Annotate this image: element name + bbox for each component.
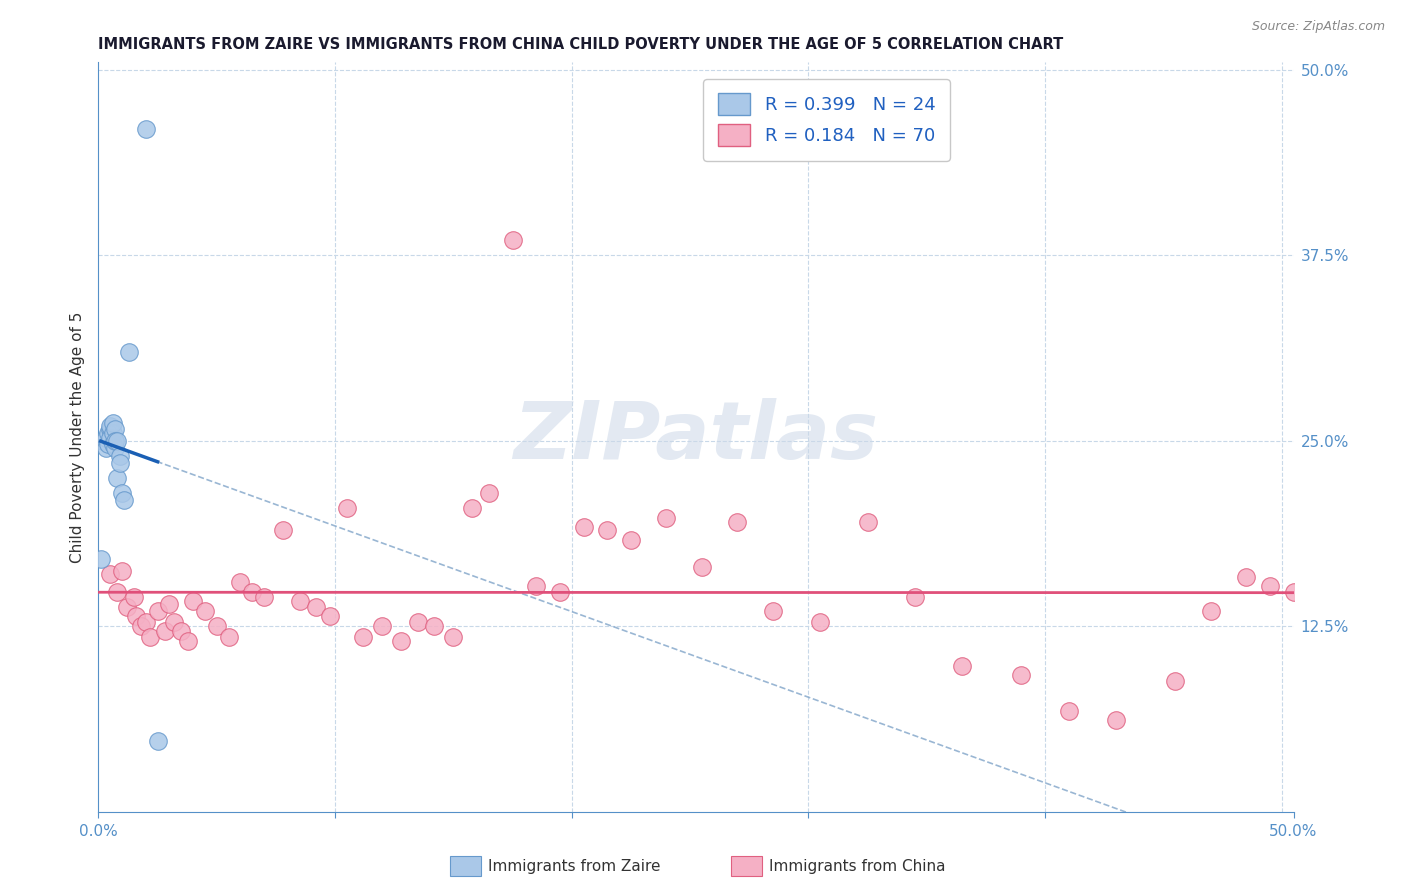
Point (111, 565, 134, 579)
Point (572, 520, 595, 534)
Point (94, 431, 117, 445)
Point (690, 560, 713, 574)
Point (157, 597, 180, 611)
Point (389, 634, 412, 648)
Point (305, 599, 328, 614)
Point (1010, 668, 1032, 682)
Point (229, 574, 252, 589)
Point (423, 619, 446, 633)
Point (406, 615, 429, 629)
Point (271, 523, 294, 537)
Point (950, 659, 973, 673)
Point (125, 608, 148, 623)
Text: Immigrants from China: Immigrants from China (769, 859, 946, 873)
Point (1341, 624, 1364, 638)
Point (1234, 570, 1257, 584)
Point (548, 585, 571, 599)
Point (353, 630, 375, 644)
Point (1389, 599, 1406, 614)
Point (115, 599, 138, 614)
Point (104, 441, 127, 455)
Point (114, 493, 136, 508)
Point (319, 608, 342, 623)
Point (105, 434, 128, 448)
Point (1282, 585, 1305, 599)
Point (91, 434, 114, 448)
Text: ZIPatlas: ZIPatlas (513, 398, 879, 476)
Point (98, 419, 121, 434)
Point (98, 422, 121, 436)
Point (122, 590, 145, 604)
Point (1376, 594, 1399, 608)
Point (170, 624, 193, 638)
Point (596, 523, 619, 537)
Point (101, 436, 124, 450)
Point (218, 630, 240, 644)
Point (146, 733, 169, 747)
Point (502, 234, 524, 248)
Point (441, 630, 464, 644)
Point (97, 436, 120, 450)
Point (118, 344, 141, 359)
Text: IMMIGRANTS FROM ZAIRE VS IMMIGRANTS FROM CHINA CHILD POVERTY UNDER THE AGE OF 5 : IMMIGRANTS FROM ZAIRE VS IMMIGRANTS FROM… (98, 37, 1064, 52)
Point (856, 516, 879, 530)
Point (97, 426, 120, 441)
Point (105, 585, 128, 599)
Point (620, 533, 643, 548)
Point (181, 594, 204, 608)
Point (1317, 604, 1340, 618)
Point (90, 552, 112, 566)
Legend: R = 0.399   N = 24, R = 0.184   N = 70: R = 0.399 N = 24, R = 0.184 N = 70 (703, 79, 950, 161)
Point (1057, 704, 1080, 718)
Point (1365, 500, 1388, 515)
Text: Immigrants from Zaire: Immigrants from Zaire (488, 859, 661, 873)
Point (177, 634, 200, 648)
Point (129, 619, 152, 633)
Text: Source: ZipAtlas.com: Source: ZipAtlas.com (1251, 20, 1385, 33)
Point (101, 426, 124, 441)
Point (808, 615, 831, 629)
Point (1306, 599, 1329, 614)
Point (461, 500, 484, 515)
Point (1400, 608, 1406, 623)
Point (371, 619, 394, 633)
Point (725, 516, 748, 530)
Point (108, 456, 131, 470)
Point (655, 511, 678, 525)
Point (111, 485, 134, 500)
Point (1294, 382, 1316, 396)
Point (94, 441, 117, 455)
Point (139, 630, 162, 644)
Point (1258, 579, 1281, 593)
Point (1353, 630, 1375, 644)
Point (904, 590, 927, 604)
Point (135, 122, 157, 136)
Point (1330, 615, 1353, 629)
Point (105, 471, 128, 485)
Point (524, 579, 547, 593)
Point (108, 449, 131, 463)
Point (1164, 674, 1187, 689)
Point (163, 615, 186, 629)
Point (1105, 713, 1128, 727)
Point (762, 604, 785, 618)
Y-axis label: Child Poverty Under the Age of 5: Child Poverty Under the Age of 5 (69, 311, 84, 563)
Point (104, 434, 127, 448)
Point (153, 624, 176, 638)
Point (253, 590, 276, 604)
Point (98, 567, 121, 582)
Point (240, 585, 263, 599)
Point (194, 604, 217, 618)
Point (205, 619, 228, 633)
Point (478, 485, 501, 500)
Point (135, 615, 157, 629)
Point (98, 431, 121, 445)
Point (104, 422, 127, 436)
Point (146, 604, 169, 618)
Point (336, 500, 359, 515)
Point (101, 416, 124, 430)
Point (1199, 604, 1222, 618)
Point (288, 594, 311, 608)
